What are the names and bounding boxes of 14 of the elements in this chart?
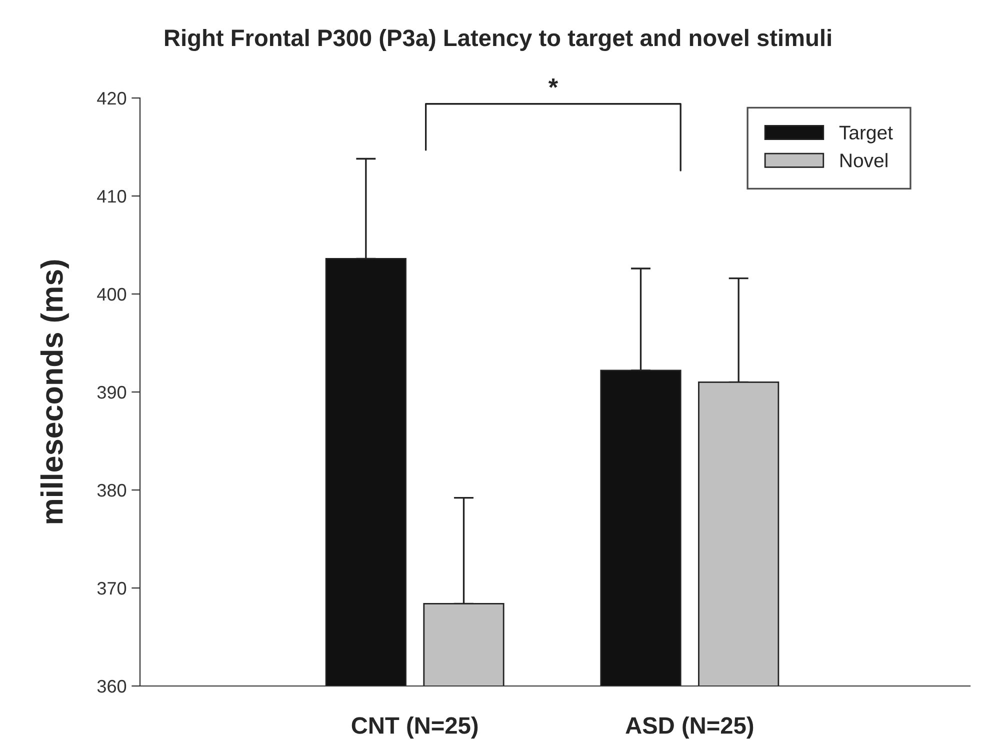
legend-label: Novel (840, 153, 888, 168)
y-tick-label: 410 (97, 190, 126, 203)
y-tick-label: 400 (97, 288, 126, 301)
chart-title: Right Frontal P300 (P3a) Latency to target and novel stimuli (165, 28, 831, 52)
y-tick-label: 420 (97, 92, 126, 105)
text: * (548, 78, 558, 88)
y-tick-label: 370 (97, 582, 126, 595)
y-tick-label: 380 (97, 484, 126, 497)
y-axis-title: milleseconds (ms) (40, 260, 69, 524)
x-tick-label: CNT (N=25) (352, 716, 478, 739)
x-tick-label: ASD (N=25) (626, 716, 754, 739)
y-tick-label: 390 (97, 386, 126, 399)
y-tick-label: 360 (97, 680, 126, 693)
legend-label: Target (839, 126, 893, 144)
